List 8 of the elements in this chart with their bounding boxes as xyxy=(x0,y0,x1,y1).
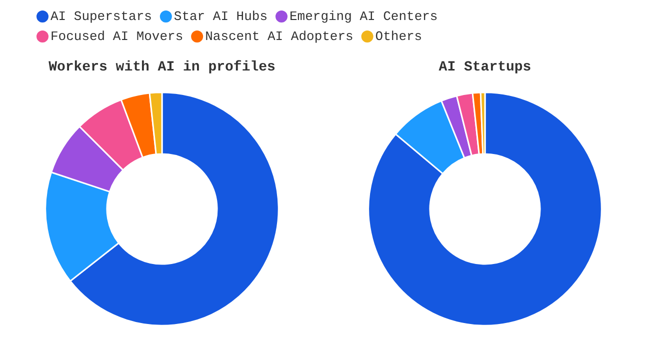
legend-label: Focused AI Movers xyxy=(50,29,184,44)
legend-label: AI Superstars xyxy=(50,9,152,24)
legend-label: Emerging AI Centers xyxy=(290,9,438,24)
legend-label: Nascent AI Adopters xyxy=(205,29,354,44)
legend-label: Star AI Hubs xyxy=(174,9,268,24)
legend-label: Others xyxy=(375,29,422,44)
text: Workers with AI in profiles xyxy=(48,60,276,76)
chart-title: AI Startups xyxy=(438,60,532,76)
